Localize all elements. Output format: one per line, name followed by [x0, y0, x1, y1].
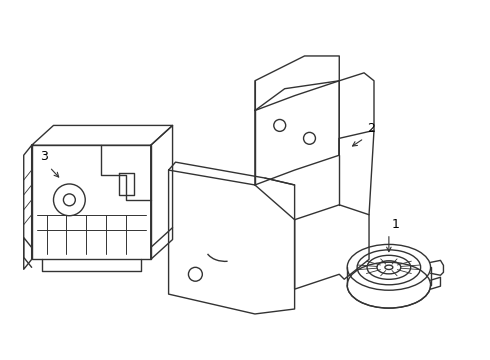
Text: 3: 3 [40, 150, 48, 163]
Text: 2: 2 [367, 122, 375, 135]
Text: 1: 1 [392, 218, 400, 231]
